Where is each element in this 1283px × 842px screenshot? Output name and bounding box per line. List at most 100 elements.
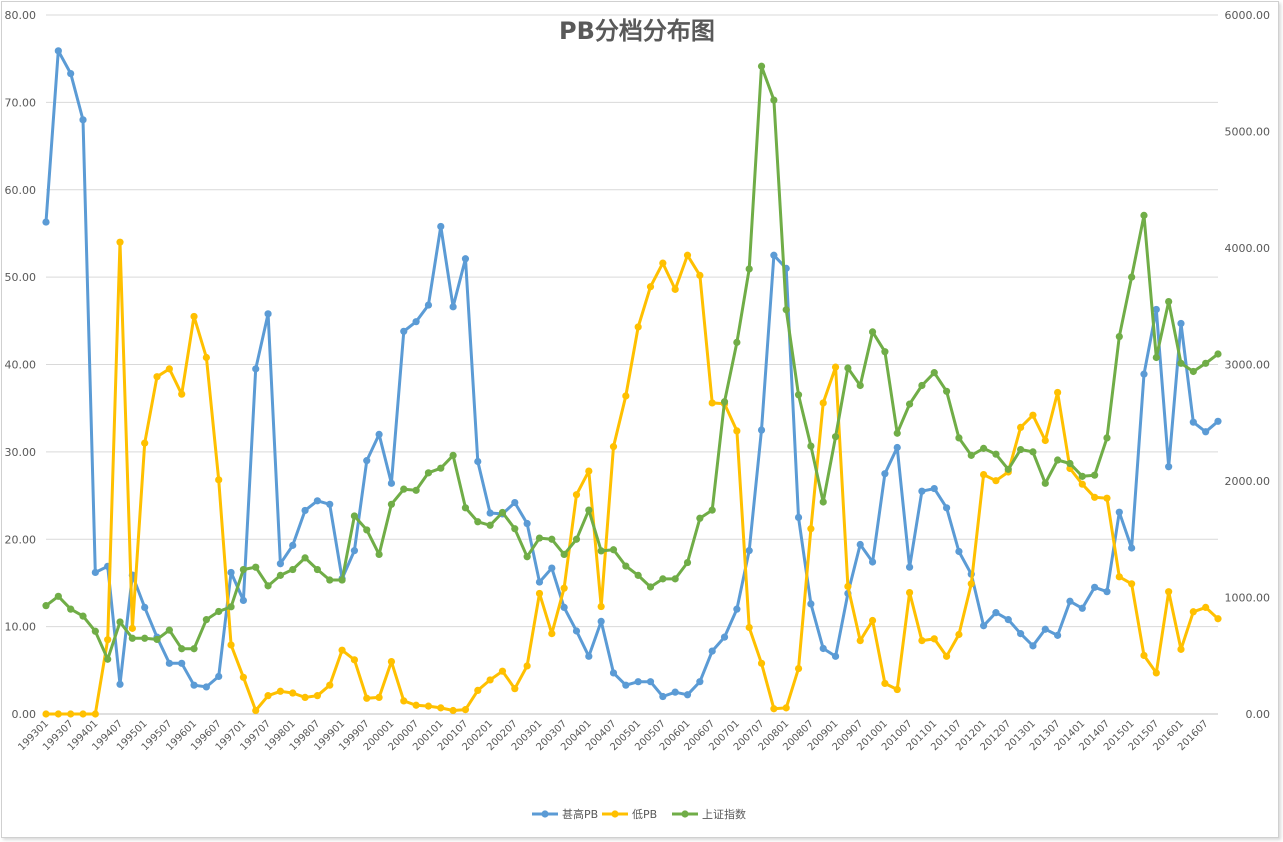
data-point [190, 312, 198, 321]
data-point [42, 710, 50, 718]
data-point [387, 479, 396, 487]
data-point [659, 575, 667, 583]
data-point [819, 399, 827, 407]
data-point [42, 218, 50, 226]
series-line [44, 49, 1220, 698]
data-point [1041, 625, 1049, 633]
data-point [980, 470, 988, 479]
data-point [215, 476, 223, 484]
y-left-tick-label: 0.00 [12, 708, 37, 721]
data-point [387, 500, 396, 508]
data-point [942, 504, 951, 512]
data-point [252, 563, 260, 571]
data-point [745, 265, 753, 273]
data-point [1004, 616, 1012, 624]
data-point [1029, 642, 1037, 650]
data-point [1140, 211, 1148, 219]
data-point [498, 508, 507, 517]
data-point [79, 612, 87, 620]
data-point [745, 623, 753, 632]
data-point [585, 467, 593, 475]
data-point [1103, 494, 1111, 502]
right-axis: 0.00 1000.00 2000.00 3000.00 4000.00 5000.00 6… [1225, 9, 1271, 721]
data-point [819, 644, 827, 653]
data-point [116, 680, 124, 688]
y-right-tick-label: 4000.00 [1225, 242, 1271, 255]
y-left-tick-label: 30.00 [5, 446, 37, 459]
data-point [67, 69, 75, 78]
data-point [572, 535, 581, 543]
data-point [585, 506, 593, 514]
data-point [918, 637, 926, 645]
data-point [202, 683, 210, 691]
data-point [1115, 332, 1123, 341]
data-point [597, 547, 605, 555]
data-point [535, 578, 544, 586]
data-point [523, 519, 531, 528]
data-point [955, 630, 963, 639]
data-point [1115, 573, 1123, 581]
data-point [856, 381, 864, 390]
data-point [560, 584, 568, 592]
data-point [1017, 423, 1025, 432]
legend-marker [611, 810, 619, 818]
legend-label: 上证指数 [702, 807, 746, 821]
data-point [634, 571, 642, 579]
data-point [893, 429, 901, 437]
data-point [671, 575, 679, 583]
data-point [1091, 583, 1099, 591]
data-point [671, 688, 679, 696]
data-point [178, 645, 186, 653]
legend-label: 甚高PB [562, 807, 598, 821]
data-point [363, 694, 371, 702]
data-point [1128, 580, 1136, 588]
data-point [1189, 367, 1197, 376]
data-point [276, 560, 284, 568]
y-left-tick-label: 20.00 [5, 533, 37, 546]
data-point [264, 692, 272, 700]
data-point [67, 710, 75, 718]
data-point [190, 681, 198, 689]
data-point [301, 554, 309, 562]
data-point [350, 547, 359, 555]
data-point [1214, 417, 1222, 425]
data-point [1152, 669, 1160, 677]
data-point [881, 679, 889, 688]
data-point [831, 652, 840, 660]
data-point [313, 565, 322, 574]
data-point [683, 691, 692, 699]
data-point [461, 706, 470, 714]
data-point [128, 624, 136, 632]
data-point [881, 348, 889, 356]
data-point [449, 303, 457, 311]
data-point [1078, 472, 1086, 480]
data-point [535, 589, 544, 598]
x-axis: 1993011993071994011994071995011995071996… [16, 713, 1218, 753]
data-point [54, 592, 62, 600]
data-point [856, 637, 864, 645]
data-point [794, 391, 803, 399]
data-point [794, 664, 803, 673]
data-point [338, 646, 346, 654]
data-point [696, 678, 704, 686]
data-point [1128, 273, 1136, 281]
data-point [1165, 297, 1173, 306]
data-point [548, 564, 556, 572]
data-point [350, 512, 359, 520]
data-point [104, 655, 112, 663]
data-point [622, 562, 630, 570]
data-point [1202, 428, 1210, 436]
data-point [782, 306, 790, 314]
data-point [486, 509, 494, 517]
data-point [1189, 608, 1197, 616]
data-point [1177, 645, 1185, 653]
data-point [548, 630, 556, 638]
data-point [141, 603, 149, 612]
data-point [523, 553, 531, 561]
y-left-tick-label: 80.00 [5, 9, 37, 22]
data-point [844, 582, 852, 591]
data-point [942, 387, 951, 395]
data-point [757, 659, 766, 667]
data-point [930, 369, 938, 377]
data-point [659, 259, 667, 267]
